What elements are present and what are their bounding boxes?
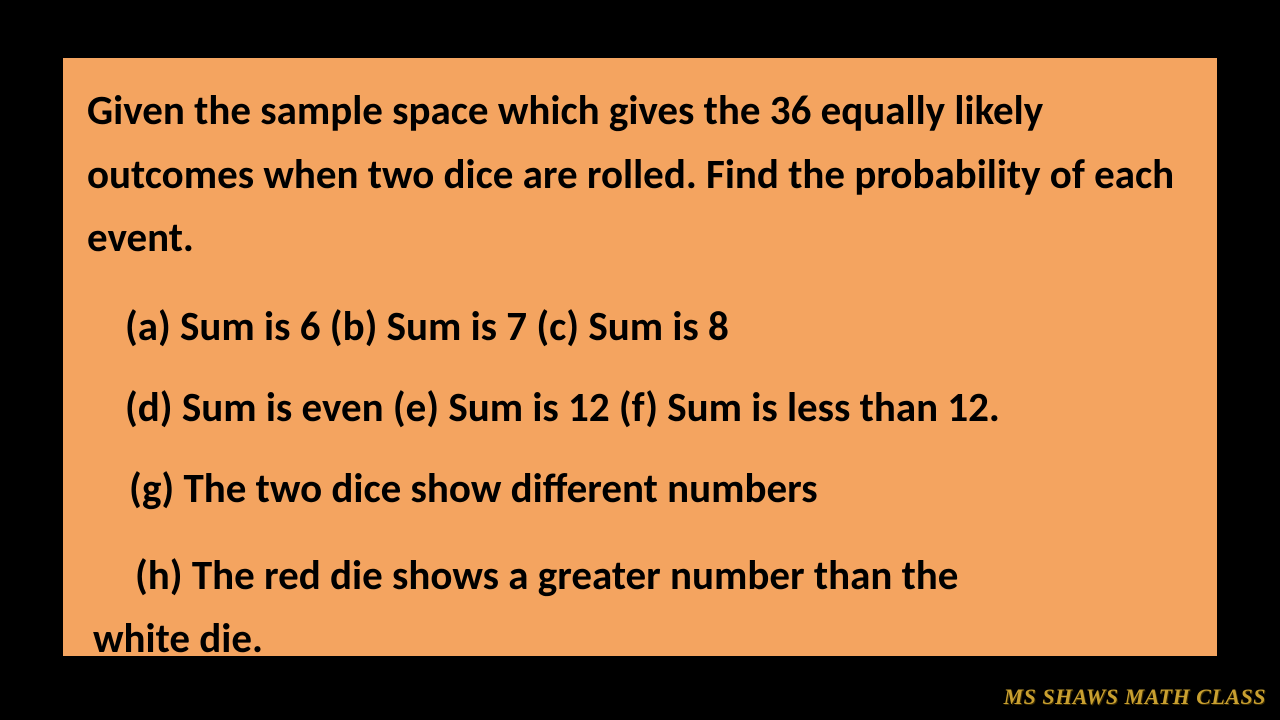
option-h-line1: (h) The red die shows a greater number t…: [87, 545, 1193, 609]
option-h-line2: white die.: [87, 608, 1193, 672]
options-row-abc: (a) Sum is 6 (b) Sum is 7 (c) Sum is 8: [87, 301, 1193, 354]
option-g: (g) The two dice show different numbers: [87, 463, 1193, 516]
slide-content-area: Given the sample space which gives the 3…: [63, 58, 1217, 656]
problem-intro-text: Given the sample space which gives the 3…: [87, 80, 1193, 271]
option-h: (h) The red die shows a greater number t…: [87, 545, 1193, 672]
watermark-text: MS SHAWS MATH CLASS: [1004, 684, 1266, 710]
options-row-def: (d) Sum is even (e) Sum is 12 (f) Sum is…: [87, 382, 1193, 435]
